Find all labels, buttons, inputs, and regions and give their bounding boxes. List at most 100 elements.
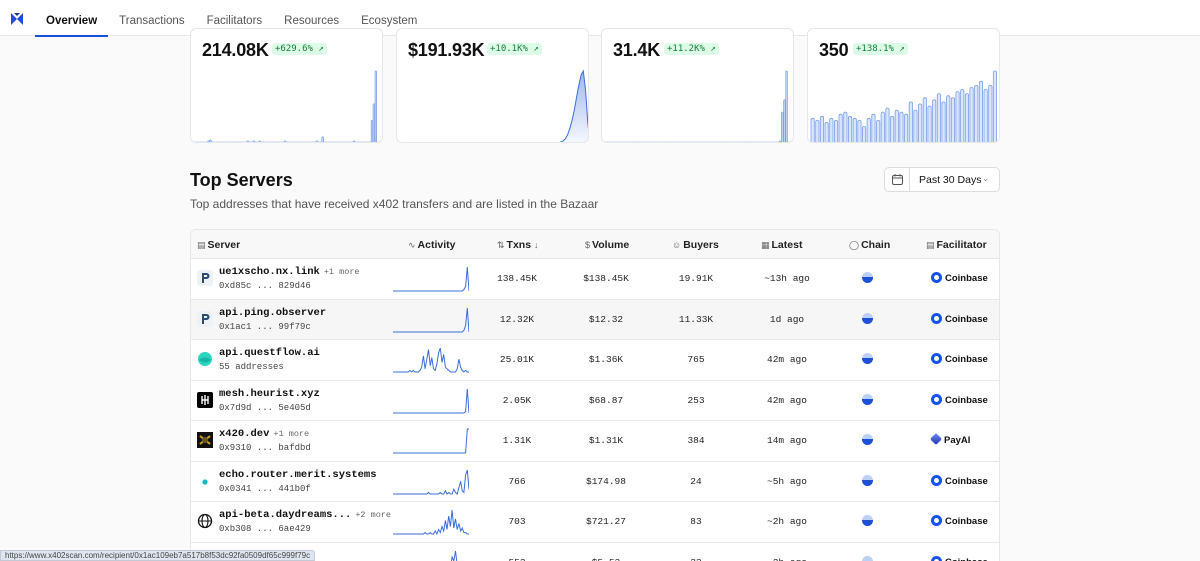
facilitator-badge[interactable]: Coinbase (931, 555, 988, 561)
x402scan-logo-icon[interactable] (10, 12, 24, 26)
tab-transactions[interactable]: Transactions (119, 15, 185, 27)
facilitator-badge[interactable]: Coinbase (931, 272, 988, 284)
stat-bar (667, 141, 670, 142)
tab-resources[interactable]: Resources (284, 15, 340, 27)
stat-bar (766, 141, 769, 142)
coinbase-icon (931, 312, 942, 324)
stat-value: 350 (819, 40, 849, 60)
server-name[interactable]: ue1xscho.nx.link +1 more (219, 266, 360, 278)
stat-bar (378, 141, 381, 142)
stat-bar (260, 141, 263, 142)
stat-bar (779, 140, 782, 142)
col-buyers[interactable]: ☺ Buyers (672, 239, 719, 251)
more-addresses-link[interactable]: +1 more (273, 429, 310, 439)
stat-bar (327, 141, 330, 142)
col-chain[interactable]: ◯ Chain (849, 239, 891, 251)
server-favicon-icon (197, 310, 213, 327)
stat-bar (335, 141, 338, 142)
latest-value: ~5h ago (767, 475, 807, 487)
server-name[interactable]: echo.router.merit.systems (219, 468, 377, 481)
table-row[interactable]: mesh.heurist.xyz 0x7d9d ... 5e405d 2.05K $6… (191, 380, 999, 421)
stat-bar (644, 141, 647, 142)
stat-bar (302, 141, 305, 142)
tab-ecosystem[interactable]: Ecosystem (361, 15, 418, 27)
latest-value: ~13h ago (764, 273, 810, 284)
activity-sparkline (393, 469, 469, 495)
stat-bar (331, 141, 334, 142)
col-volume[interactable]: $ Volume (585, 239, 630, 251)
col-server[interactable]: ▤ Server (197, 239, 241, 251)
table-row[interactable]: 553 $5.53 33 ~2h ago Coinbase (191, 542, 999, 561)
stat-bar (211, 141, 214, 142)
stat-bar (932, 99, 937, 142)
stat-bar (710, 141, 713, 142)
stat-bar (714, 141, 717, 142)
table-row[interactable]: api-beta.daydreams... +2 more 0xb308 ... 6… (191, 502, 999, 543)
server-name[interactable]: mesh.heurist.xyz (219, 387, 320, 400)
stat-bar (307, 141, 310, 142)
stat-bar (694, 141, 697, 142)
facilitator-badge[interactable]: Coinbase (931, 515, 988, 527)
more-addresses-link[interactable]: +1 more (323, 267, 360, 277)
server-name[interactable]: api.questflow.ai (219, 347, 320, 359)
stat-bar (323, 141, 326, 142)
table-row[interactable]: api.questflow.ai 55 addresses 25.01K $1.36K… (191, 340, 999, 381)
facilitator-badge[interactable]: Coinbase (931, 353, 988, 365)
stat-bar (756, 141, 759, 142)
period-dropdown[interactable]: Past 30 Days ⌄ (884, 167, 1000, 192)
facilitator-badge[interactable]: Coinbase (931, 393, 988, 406)
stat-bar (215, 141, 218, 142)
server-address: 55 addresses (219, 362, 284, 372)
stat-bar (781, 111, 784, 142)
stat-bar (613, 141, 616, 142)
col-facilitator[interactable]: ▤ Facilitator (926, 239, 987, 251)
stat-bar (673, 141, 676, 142)
server-name[interactable]: x420.dev +1 more (219, 428, 310, 440)
stat-bar (615, 141, 618, 142)
more-addresses-link[interactable]: +2 more (355, 510, 392, 520)
table-row[interactable]: ue1xscho.nx.link +1 more 0xd85c ... 829d46… (191, 259, 999, 300)
activity-sparkline (393, 347, 469, 373)
stat-bar (242, 141, 245, 142)
stat-card-buyers: 31.4K +11.2K% ↗ (601, 28, 794, 143)
buyers-value: 24 (690, 475, 702, 487)
facilitator-badge[interactable]: PayAI (929, 432, 970, 446)
table-row[interactable]: api.ping.observer 0x1ac1 ... 99f79c 12.32K… (191, 299, 999, 340)
stat-bar (363, 141, 366, 142)
facilitator-badge[interactable]: Coinbase (931, 312, 988, 325)
server-name[interactable]: api-beta.daydreams... +2 more (219, 509, 392, 521)
coinbase-icon (931, 393, 942, 405)
stat-bar (733, 141, 736, 142)
table-header: ▤ Server ∿ Activity ⇅ Txns ↓ $ Volume ☺ Buyer… (191, 230, 999, 259)
stat-bar (325, 141, 328, 142)
activity-sparkline (448, 550, 458, 561)
sparkline-line (448, 550, 458, 561)
stat-bar (677, 141, 680, 142)
col-txns[interactable]: ⇅ Txns ↓ (497, 239, 539, 251)
table-row[interactable]: echo.router.merit.systems 0x0341 ... 441b… (191, 461, 999, 502)
volume-value: $5.53 (576, 557, 636, 561)
volume-value: $1.36K (588, 354, 624, 365)
col-activity[interactable]: ∿ Activity (408, 239, 456, 251)
stat-bar (203, 141, 206, 142)
server-name[interactable]: api.ping.observer (219, 306, 327, 319)
stat-bar (629, 141, 632, 142)
tab-facilitators[interactable]: Facilitators (206, 15, 263, 27)
server-address: 0x7d9d ... 5e405d (219, 402, 311, 413)
stat-bar (662, 141, 665, 142)
facilitator-badge[interactable]: Coinbase (931, 474, 988, 487)
stat-bar-chart (193, 70, 381, 142)
col-latest[interactable]: ▦ Latest (761, 239, 803, 251)
stat-bar (290, 141, 293, 142)
stat-bar-chart (604, 70, 792, 142)
activity-icon: ∿ (408, 240, 416, 250)
table-row[interactable]: x420.dev +1 more 0x9310 ... bafdbd 1.31K $1.… (191, 421, 999, 462)
stat-bar (361, 141, 364, 142)
stat-bar (692, 141, 695, 142)
stat-bar (700, 141, 703, 142)
x420-favicon-icon (197, 432, 213, 448)
server-address: 0x0341 ... 441b0f (219, 483, 311, 494)
txns-value: 25.01K (499, 354, 535, 365)
tab-overview[interactable]: Overview (35, 0, 109, 37)
stat-bar (721, 141, 724, 142)
